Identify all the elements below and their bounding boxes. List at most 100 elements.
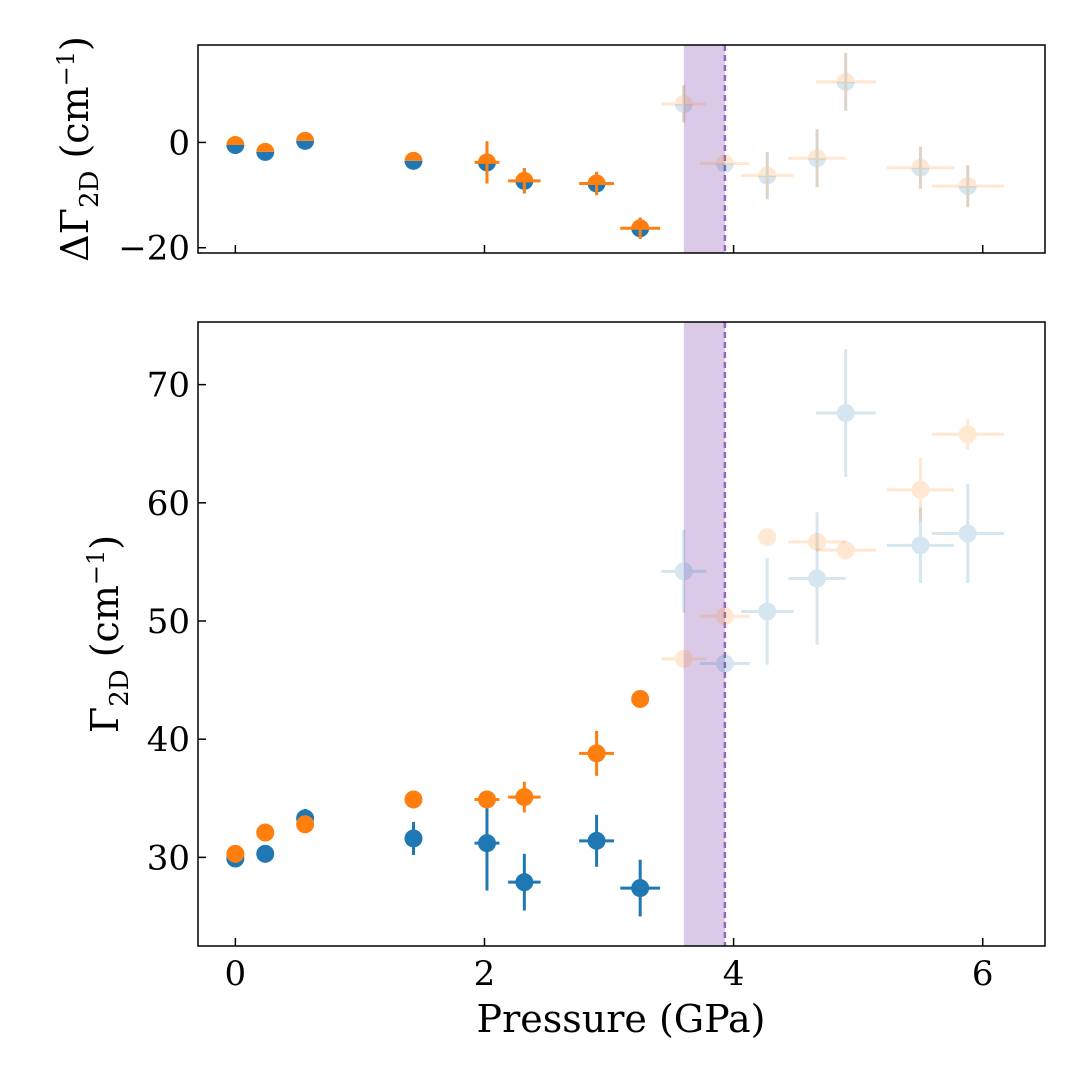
bottom-blue-point-8 [661,530,707,613]
bottom-orange-marker-13 [911,480,930,499]
bottom-blue-marker-9 [715,654,734,673]
top-blue-marker-11 [808,158,827,168]
bottom-orange-point-6 [579,730,615,776]
top-y-tick-label-1: −20 [118,229,190,269]
top-y-tick-label-0: 0 [168,123,190,163]
bottom-blue-point-6 [579,814,615,867]
bottom-orange-marker-2 [296,815,315,834]
bottom-x-tick-label-2: 4 [723,954,745,994]
bottom-blue-marker-13 [911,536,930,555]
top-orange-marker-7 [631,219,650,229]
bottom-orange-point-11 [788,532,846,551]
top-blue-marker-0 [226,145,245,155]
top-orange-marker-6 [587,174,606,184]
bottom-blue-marker-3 [404,829,423,848]
top-blue-marker-1 [256,151,275,161]
top-orange-point-1 [256,142,275,152]
top-orange-point-11 [788,129,846,188]
top-orange-marker-14 [958,177,977,187]
top-orange-marker-12 [836,72,855,82]
bottom-x-ticks: 0 2 4 6 [225,938,994,994]
bottom-blue-point-12 [815,349,876,477]
top-orange-point-2 [296,131,315,141]
bottom-blue-marker-7 [631,879,650,898]
top-orange-marker-10 [758,166,777,176]
top-transition-band [683,45,725,253]
top-orange-point-6 [579,171,615,196]
top-points [226,52,1004,239]
bottom-blue-marker-1 [256,844,275,863]
top-orange-marker-3 [404,151,423,161]
top-panel: 0 −20 ΔΓ2D (cm−1) [52,36,1046,269]
top-frame [197,44,1046,254]
bottom-orange-point-9 [699,607,750,626]
top-orange-point-7 [620,217,661,239]
top-blue-marker-9 [715,163,734,173]
top-x-ticks [234,245,984,253]
top-blue-point-9 [715,163,734,173]
top-orange-marker-9 [715,154,734,164]
top-orange-point-13 [886,146,955,189]
top-blue-point-1 [256,151,275,161]
bottom-y-axis-title: Γ2D (cm−1) [82,535,135,733]
bottom-x-tick-label-1: 2 [474,954,496,994]
bottom-orange-point-4 [474,790,500,809]
top-blue-point-3 [404,160,423,170]
top-orange-point-12 [815,52,876,111]
top-orange-point-9 [699,154,750,165]
bottom-orange-point-13 [886,457,955,522]
bottom-x-tick-label-3: 6 [972,954,994,994]
top-orange-point-4 [474,141,500,184]
top-blue-marker-8 [674,103,693,113]
top-blue-point-12 [836,52,855,111]
bottom-orange-marker-5 [515,788,534,807]
bottom-blue-marker-10 [758,602,777,621]
bottom-orange-point-7 [631,690,650,708]
bottom-blue-point-7 [620,859,661,917]
top-orange-point-10 [741,151,794,200]
bottom-orange-marker-3 [404,790,423,809]
bottom-blue-point-11 [788,512,846,645]
bottom-y-tick-label-1: 40 [147,720,190,760]
bottom-y-tick-label-0: 30 [147,838,190,878]
bottom-orange-marker-6 [587,744,606,763]
bottom-y-tick-label-3: 60 [147,484,190,524]
bottom-orange-marker-8 [674,649,693,668]
bottom-orange-marker-10 [758,528,777,547]
bottom-blue-point-13 [886,507,955,584]
top-orange-point-14 [931,165,1004,208]
top-orange-point-3 [404,151,423,161]
bottom-orange-point-1 [256,823,275,842]
top-y-axis-title: ΔΓ2D (cm−1) [52,36,105,262]
bottom-orange-marker-4 [477,790,496,809]
bottom-orange-point-3 [404,790,423,809]
bottom-orange-point-12 [815,540,876,560]
top-orange-marker-2 [296,131,315,141]
bottom-y-ticks: 30 40 50 60 70 [147,366,206,878]
bottom-x-tick-label-0: 0 [225,954,247,994]
bottom-blue-marker-8 [674,562,693,581]
top-blue-marker-13 [911,167,930,177]
bottom-orange-marker-11 [808,532,827,551]
bottom-panel: 30 40 50 60 70 0 2 4 6 Γ2D (cm−1) Pressu… [82,321,1046,1041]
bottom-orange-point-0 [226,844,245,863]
bottom-orange-marker-1 [256,823,275,842]
top-orange-marker-4 [477,153,496,163]
top-blue-point-10 [758,151,777,200]
bottom-blue-point-1 [256,844,275,863]
top-blue-marker-2 [296,140,315,150]
bottom-blue-marker-12 [836,404,855,422]
bottom-blue-point-9 [699,654,750,673]
bottom-blue-marker-14 [958,524,977,543]
top-blue-point-2 [296,140,315,150]
bottom-blue-marker-4 [477,834,496,853]
top-orange-marker-1 [256,142,275,152]
top-orange-marker-5 [515,171,534,181]
top-orange-marker-0 [226,136,245,146]
bottom-orange-point-10 [758,528,777,547]
bottom-orange-marker-12 [836,541,855,560]
bottom-orange-marker-0 [226,844,245,863]
bottom-blue-marker-11 [808,569,827,588]
top-blue-marker-3 [404,160,423,170]
bottom-points [226,349,1004,917]
